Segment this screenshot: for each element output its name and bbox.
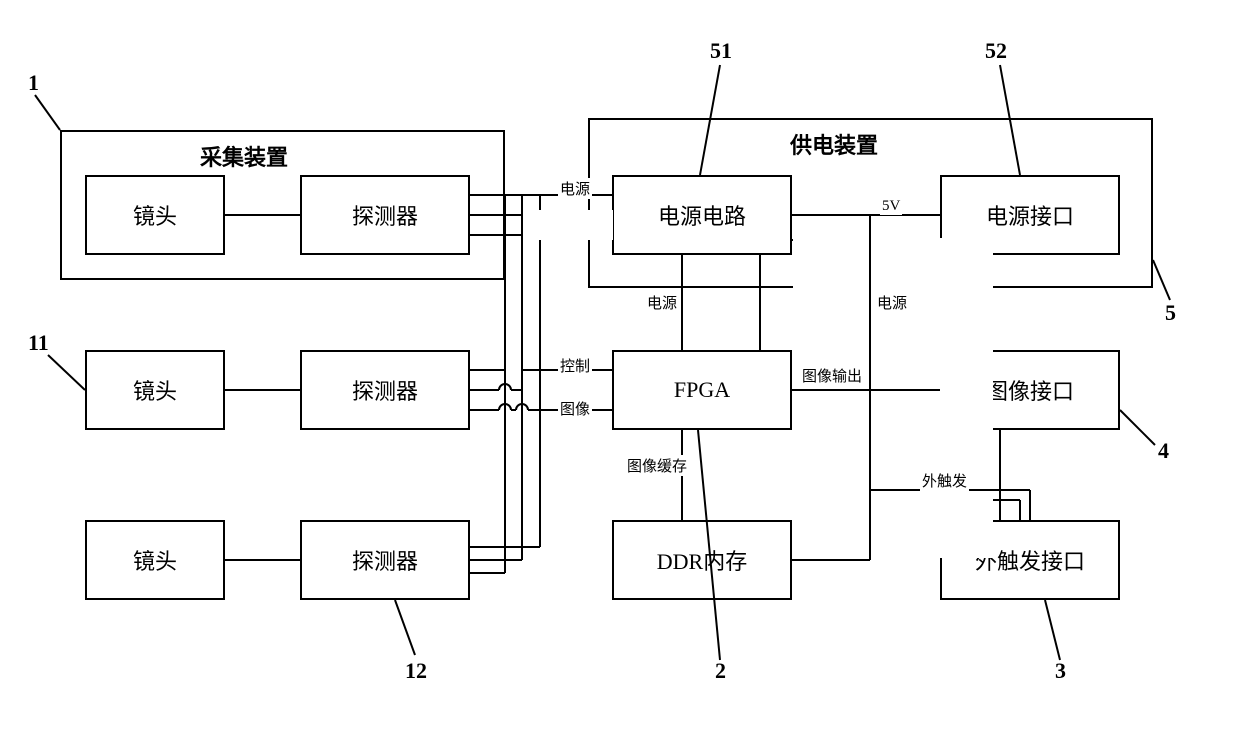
callout-11: 11 [28, 330, 49, 356]
det1-box: 探测器 [300, 175, 470, 255]
edge-label-img: 图像 [558, 398, 592, 419]
det2-box: 探测器 [300, 350, 470, 430]
callout-3: 3 [1055, 658, 1066, 684]
edge-label-power3: 电源 [875, 292, 909, 313]
edge-label-exttrig: 外触发 [920, 470, 969, 491]
edge-label-ctrl: 控制 [558, 355, 592, 376]
power-title: 供电装置 [790, 128, 878, 160]
lens3-box: 镜头 [85, 520, 225, 600]
image-port-box: 图像接口 [940, 350, 1120, 430]
edge-label-power2: 电源 [645, 292, 679, 313]
callout-5: 5 [1165, 300, 1176, 326]
det3-box: 探测器 [300, 520, 470, 600]
acquisition-title: 采集装置 [200, 140, 288, 172]
edge-label-5v: 5V [880, 198, 902, 215]
callout-2: 2 [715, 658, 726, 684]
power-port-box: 电源接口 [940, 175, 1120, 255]
ext-trig-box: 外触发接口 [940, 520, 1120, 600]
edge-label-imgout: 图像输出 [800, 365, 864, 386]
callout-51: 51 [710, 38, 732, 64]
edge-label-imgcache: 图像缓存 [625, 455, 689, 476]
edge-label-power: 电源 [558, 178, 592, 199]
callout-1: 1 [28, 70, 39, 96]
lens1-box: 镜头 [85, 175, 225, 255]
callout-12: 12 [405, 658, 427, 684]
power-circuit-box: 电源电路 [612, 175, 792, 255]
fpga-box: FPGA [612, 350, 792, 430]
callout-52: 52 [985, 38, 1007, 64]
callout-4: 4 [1158, 438, 1169, 464]
ddr-box: DDR内存 [612, 520, 792, 600]
lens2-box: 镜头 [85, 350, 225, 430]
